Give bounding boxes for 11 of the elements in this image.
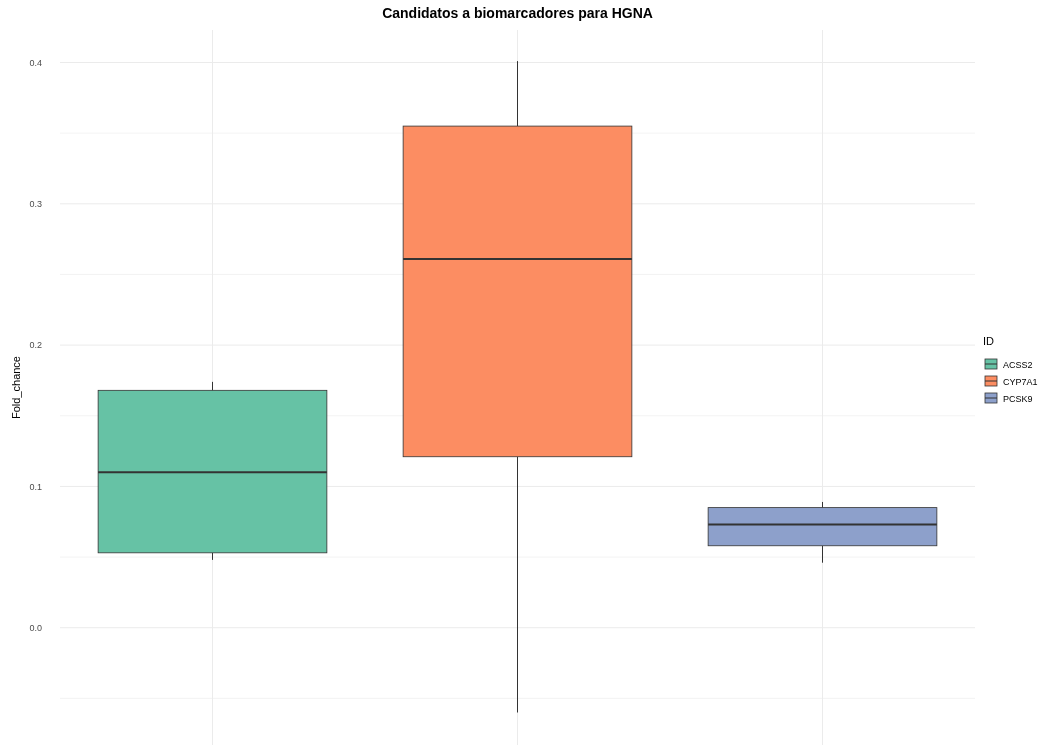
- legend-label: PCSK9: [1003, 394, 1033, 404]
- y-tick-label: 0.1: [29, 481, 42, 492]
- y-axis-title: Fold_chance: [10, 356, 22, 419]
- legend-title: ID: [983, 335, 995, 347]
- y-tick-label: 0.3: [29, 199, 42, 210]
- legend-label: ACSS2: [1003, 360, 1033, 370]
- legend-label: CYP7A1: [1003, 377, 1038, 387]
- text: 0.0: [29, 623, 42, 634]
- y-tick-label: 0.2: [29, 340, 42, 351]
- chart-title: Candidatos a biomarcadores para HGNA: [382, 5, 653, 21]
- y-tick-label: 0.4: [29, 57, 42, 68]
